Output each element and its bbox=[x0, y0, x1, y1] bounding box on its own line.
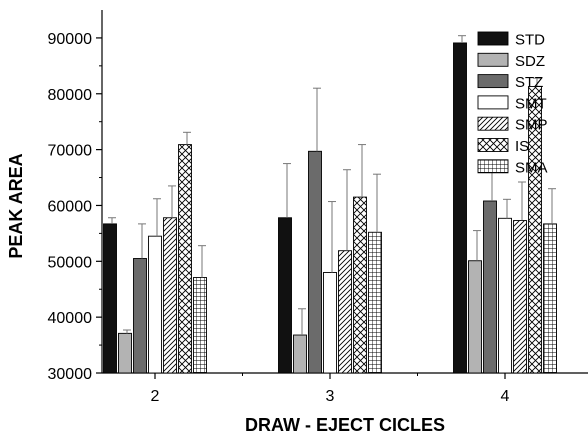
legend-label-std: STD bbox=[515, 32, 545, 49]
y-tick-label: 40000 bbox=[48, 310, 93, 327]
bar-sma bbox=[193, 277, 207, 374]
bar-sma bbox=[543, 223, 557, 374]
y-axis-label: PEAK AREA bbox=[6, 153, 26, 258]
y-tick-label: 30000 bbox=[48, 366, 93, 383]
bar-stz bbox=[483, 200, 497, 374]
y-tick-label: 60000 bbox=[48, 198, 93, 215]
legend-swatch-smp bbox=[477, 116, 509, 131]
bar-is bbox=[353, 196, 367, 374]
y-tick-label: 50000 bbox=[48, 254, 93, 271]
x-axis-tick-labels: 2345 bbox=[151, 388, 510, 405]
bar-stz bbox=[133, 258, 147, 374]
bar-std bbox=[278, 217, 292, 374]
legend-swatch-is bbox=[477, 138, 509, 152]
legend-label-smp: SMP bbox=[515, 117, 548, 134]
bar-smt bbox=[148, 235, 162, 374]
bar-sdz bbox=[468, 260, 482, 374]
bar-sdz bbox=[293, 334, 307, 374]
x-tick-label: 2 bbox=[151, 388, 160, 405]
bar-is bbox=[178, 144, 192, 374]
y-tick-label: 90000 bbox=[48, 31, 93, 48]
legend-label-sdz: SDZ bbox=[515, 53, 545, 70]
y-tick-label: 80000 bbox=[48, 87, 93, 104]
bar-smt bbox=[323, 272, 337, 374]
x-axis-label: DRAW - EJECT CICLES bbox=[245, 415, 445, 435]
legend-label-sma: SMA bbox=[515, 159, 548, 176]
bar-std bbox=[453, 42, 467, 374]
bar-smp bbox=[338, 250, 352, 374]
x-tick-label: 3 bbox=[326, 388, 335, 405]
legend-swatch-stz bbox=[477, 74, 509, 89]
bar-sdz bbox=[118, 332, 132, 374]
bar-is bbox=[528, 86, 542, 374]
bar-stz bbox=[308, 150, 322, 374]
bar-sma bbox=[368, 231, 382, 374]
bar-smp bbox=[513, 220, 527, 374]
y-axis-tick-labels: 30000 40000 50000 60000 70000 80000 90000 bbox=[48, 31, 93, 383]
legend-swatch-std bbox=[477, 31, 509, 46]
x-tick-label: 4 bbox=[501, 388, 510, 405]
legend-swatch-sma bbox=[477, 159, 509, 174]
bar-std bbox=[103, 223, 117, 374]
legend: STD SDZ STZ SMT SMP IS SMA bbox=[477, 31, 548, 176]
legend-label-stz: STZ bbox=[515, 74, 543, 91]
legend-label-smt: SMT bbox=[515, 95, 547, 112]
legend-label-is: IS bbox=[515, 138, 529, 155]
y-tick-label: 70000 bbox=[48, 143, 93, 160]
bar-smt bbox=[498, 217, 512, 374]
legend-swatch-sdz bbox=[477, 52, 509, 67]
bar-smp bbox=[163, 217, 177, 374]
legend-swatch-smt bbox=[477, 95, 509, 110]
bars bbox=[103, 35, 557, 374]
